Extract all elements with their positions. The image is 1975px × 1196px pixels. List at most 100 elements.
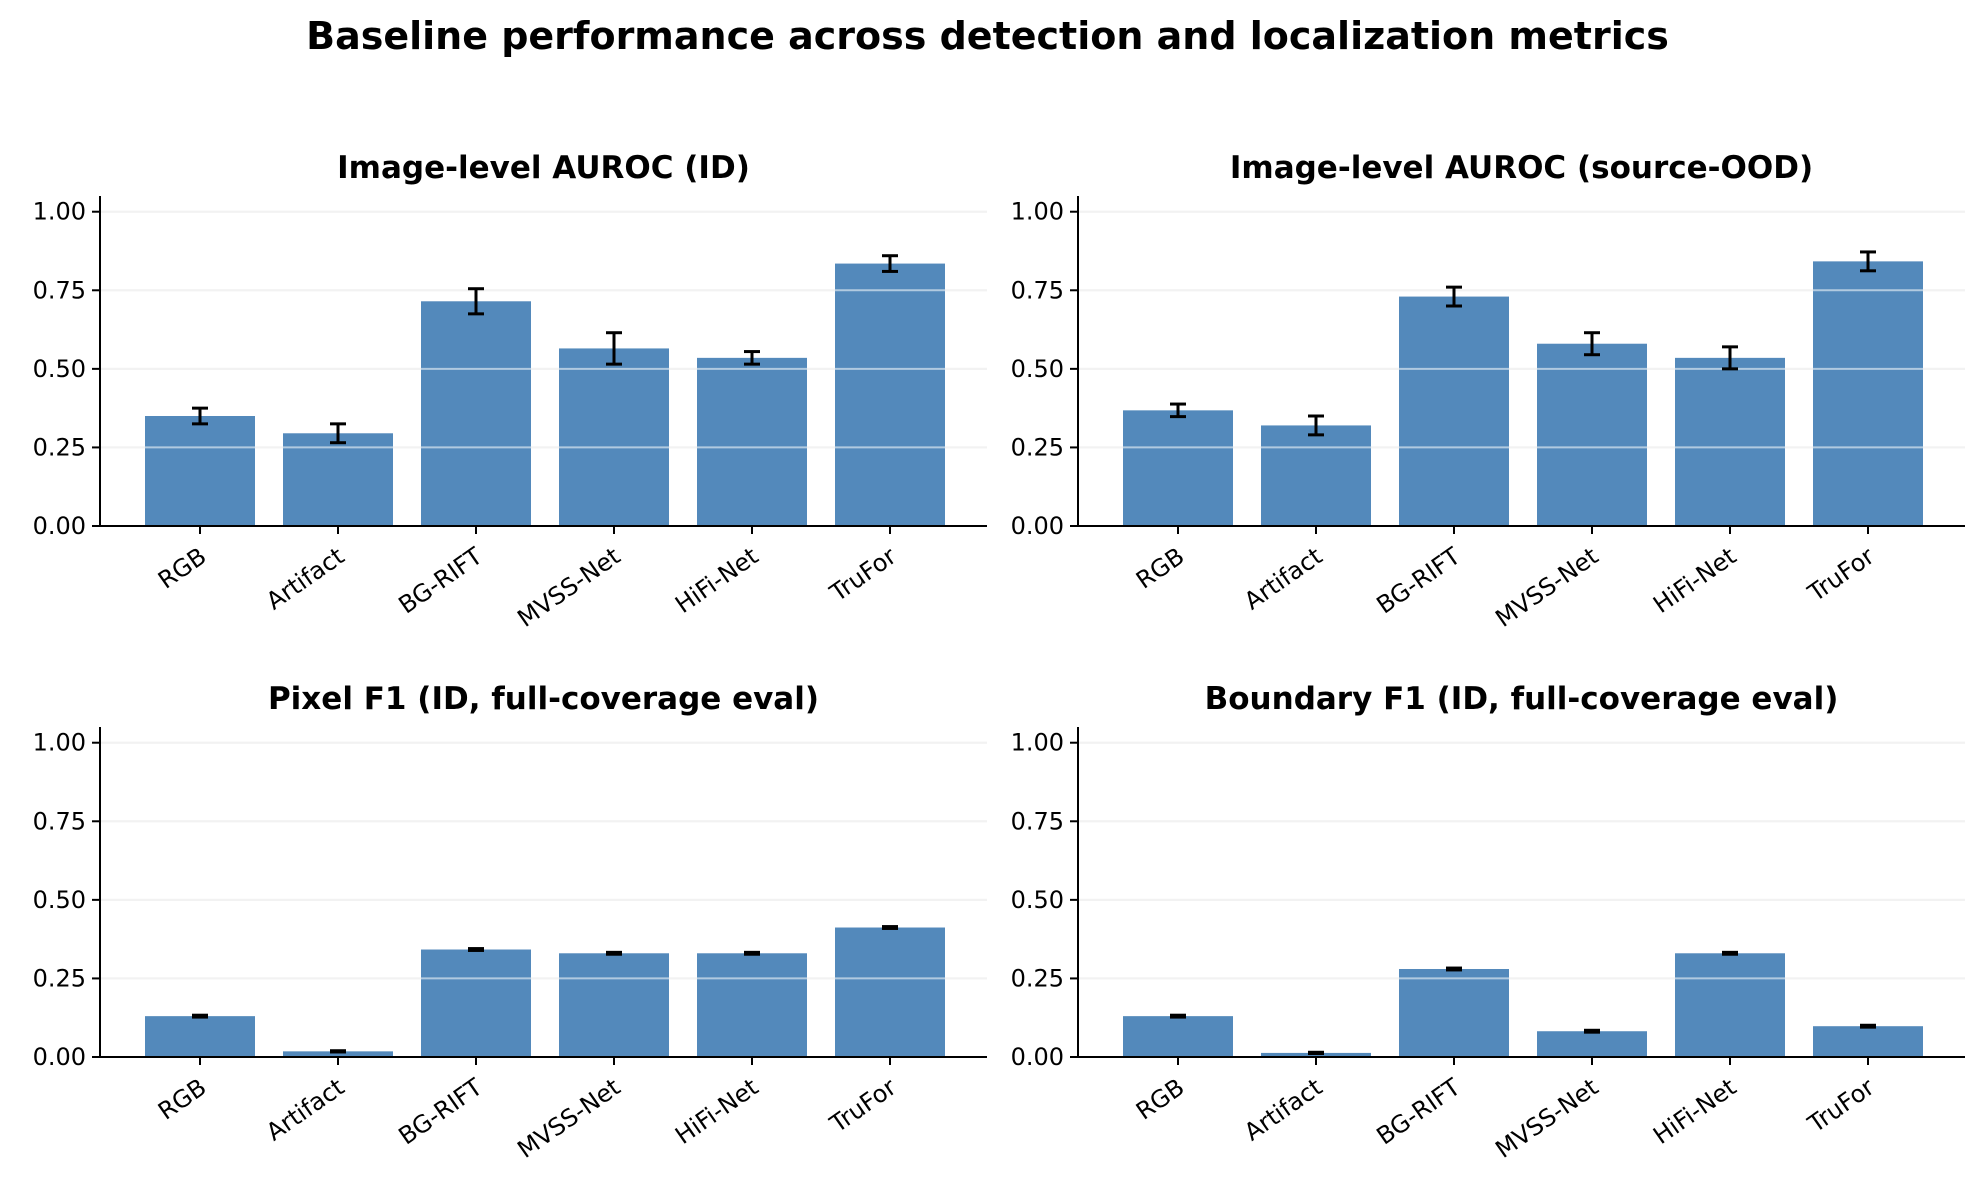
bar-mvss-net [559,348,669,526]
bar-trufor [835,927,945,1057]
bar-hifi-net [1675,953,1785,1057]
y-tick-label: 0.00 [1011,512,1064,540]
bar-artifact [283,433,393,526]
x-tick-label: HiFi-Net [1648,1073,1741,1150]
x-tick-label: BG-RIFT [1371,1073,1465,1151]
error-bar-hifi-net [744,350,760,366]
x-tick-label: MVSS-Net [512,542,625,633]
error-bar-bg-rift [1446,285,1462,308]
error-bar-hifi-net [1722,345,1738,371]
error-bar-bg-rift [468,287,484,316]
x-tick-label: Artifact [1239,1073,1327,1146]
panel-title: Image-level AUROC (source-OOD) [1230,150,1813,186]
error-bar-rgb [1170,402,1186,419]
x-tick-label: MVSS-Net [512,1073,625,1164]
bar-rgb [145,416,255,526]
y-tick-label: 0.00 [1011,1043,1064,1071]
chart-panel-3: 0.00 0.25 0.50 0.75 1.00 RGB Artifact BG-RIFT MV… [33,681,987,1164]
error-bar-artifact [1308,1050,1324,1056]
x-tick-label: Artifact [1239,542,1327,615]
error-bar-rgb [1170,1013,1186,1019]
x-tick-label: BG-RIFT [393,542,487,620]
bar-artifact [283,1051,393,1057]
x-tick-label: RGB [1131,542,1189,595]
x-tick-label: HiFi-Net [670,542,763,619]
y-tick-label: 0.00 [33,1043,86,1071]
bar-bg-rift [1399,296,1509,526]
x-tick-label: TruFor [824,542,901,608]
error-bar-mvss-net [1584,331,1600,357]
error-bar-mvss-net [606,950,622,956]
y-tick-label: 0.25 [33,964,86,992]
y-tick-label: 0.75 [33,276,86,304]
bar-bg-rift [421,949,531,1057]
figure-title: Baseline performance across detection an… [306,14,1669,58]
error-bar-bg-rift [468,947,484,952]
bar-mvss-net [559,953,669,1057]
bar-trufor [1813,1026,1923,1057]
bar-trufor [835,263,945,526]
bar-bg-rift [1399,969,1509,1057]
error-bar-mvss-net [1584,1028,1600,1034]
chart-panel-1: 0.00 0.25 0.50 0.75 1.00 RGB Artifact BG-RIFT MV… [33,150,987,633]
bar-hifi-net [1675,357,1785,526]
error-bar-trufor [882,254,898,273]
bar-mvss-net [1537,343,1647,526]
x-tick-label: TruFor [1802,1073,1879,1139]
error-bar-mvss-net [606,331,622,366]
y-tick-label: 1.00 [1011,729,1064,757]
error-bar-trufor [1860,250,1876,273]
y-tick-label: 0.50 [33,355,86,383]
x-tick-label: TruFor [1802,542,1879,608]
y-tick-label: 1.00 [33,198,86,226]
y-tick-label: 0.75 [33,807,86,835]
y-tick-label: 0.00 [33,512,86,540]
y-tick-label: 1.00 [1011,198,1064,226]
x-tick-label: TruFor [824,1073,901,1139]
bar-rgb [145,1016,255,1057]
chart-panel-4: 0.00 0.25 0.50 0.75 1.00 RGB Artifact BG-RIFT MV… [1011,681,1965,1164]
error-bar-rgb [192,406,208,426]
bar-artifact [1261,425,1371,526]
error-bar-bg-rift [1446,966,1462,972]
panel-title: Pixel F1 (ID, full-coverage eval) [268,681,819,717]
error-bar-hifi-net [744,950,760,956]
y-tick-label: 1.00 [33,729,86,757]
x-tick-label: HiFi-Net [670,1073,763,1150]
x-tick-label: Artifact [261,1073,349,1146]
x-tick-label: BG-RIFT [393,1073,487,1151]
error-bar-trufor [1860,1023,1876,1029]
y-tick-label: 0.50 [33,886,86,914]
error-bar-artifact [330,1049,346,1054]
error-bar-hifi-net [1722,950,1738,956]
error-bar-trufor [882,925,898,930]
x-tick-label: BG-RIFT [1371,542,1465,620]
bar-hifi-net [697,953,807,1057]
bar-bg-rift [421,301,531,526]
panel-title: Image-level AUROC (ID) [337,150,750,186]
bar-rgb [1123,410,1233,526]
panel-title: Boundary F1 (ID, full-coverage eval) [1205,681,1839,717]
chart-panel-2: 0.00 0.25 0.50 0.75 1.00 RGB Artifact BG-RIFT MV… [1011,150,1965,633]
error-bar-artifact [330,422,346,445]
bar-hifi-net [697,357,807,526]
x-tick-label: RGB [153,1073,211,1126]
error-bar-rgb [192,1013,208,1019]
x-tick-label: HiFi-Net [1648,542,1741,619]
y-tick-label: 0.25 [33,433,86,461]
error-bar-artifact [1308,414,1324,437]
x-tick-label: Artifact [261,542,349,615]
x-tick-label: RGB [1131,1073,1189,1126]
y-tick-label: 0.75 [1011,276,1064,304]
x-tick-label: MVSS-Net [1490,542,1603,633]
y-tick-label: 0.25 [1011,433,1064,461]
x-tick-label: MVSS-Net [1490,1073,1603,1164]
bar-trufor [1813,261,1923,526]
bar-mvss-net [1537,1031,1647,1057]
y-tick-label: 0.50 [1011,355,1064,383]
x-tick-label: RGB [153,542,211,595]
y-tick-label: 0.50 [1011,886,1064,914]
y-tick-label: 0.75 [1011,807,1064,835]
bar-rgb [1123,1016,1233,1057]
